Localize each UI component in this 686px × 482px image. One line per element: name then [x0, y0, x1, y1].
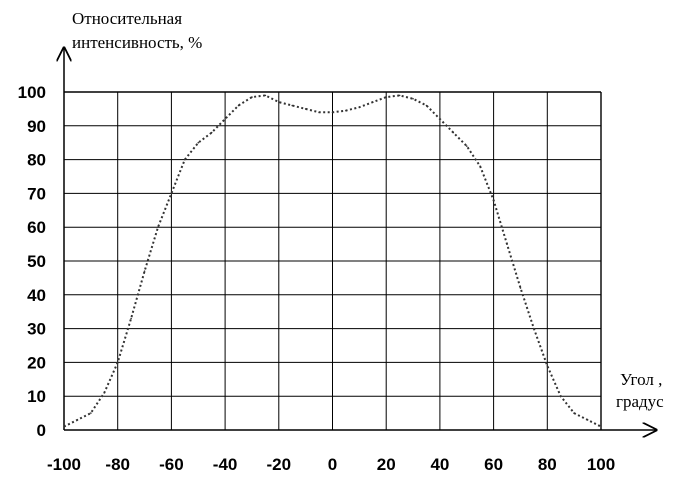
- data-point: [237, 104, 240, 107]
- data-point: [439, 118, 441, 120]
- x-tick-label: 100: [587, 455, 615, 474]
- x-tick-label: 80: [538, 455, 557, 474]
- data-point: [546, 364, 549, 367]
- grid: [63, 91, 602, 431]
- y-tick-label: 60: [27, 218, 46, 237]
- y-tick-label: 30: [27, 320, 46, 339]
- data-point: [465, 145, 468, 147]
- x-tick-label: -60: [159, 455, 184, 474]
- data-point: [76, 419, 79, 421]
- data-point: [519, 287, 522, 289]
- data-point: [492, 199, 495, 201]
- data-point: [586, 419, 589, 421]
- data-point: [345, 109, 347, 112]
- data-point: [358, 106, 361, 109]
- y-axis-label-line1: Относительная: [72, 9, 182, 28]
- x-tick-labels: -100 -80 -60 -40 -20 0 20 40 60 80 100: [47, 455, 615, 474]
- data-point: [210, 131, 213, 134]
- data-point: [103, 392, 106, 394]
- y-tick-label: 20: [27, 353, 46, 372]
- data-point: [170, 192, 173, 195]
- x-axis-label-line1: Угол ,: [620, 370, 662, 389]
- data-points: [63, 94, 602, 428]
- data-point: [573, 412, 575, 414]
- data-point: [157, 226, 159, 228]
- y-tick-label: 90: [27, 117, 46, 136]
- data-point: [331, 111, 334, 114]
- data-point: [251, 96, 253, 98]
- data-point: [398, 94, 401, 97]
- data-point: [425, 104, 428, 107]
- data-point: [184, 158, 186, 161]
- data-point: [278, 101, 280, 103]
- y-tick-label: 0: [37, 421, 46, 440]
- data-point: [600, 425, 602, 428]
- data-point: [143, 270, 146, 272]
- data-point: [559, 395, 562, 398]
- data-point: [479, 165, 481, 168]
- data-point: [224, 118, 226, 120]
- data-point: [452, 131, 455, 134]
- data-point: [371, 101, 374, 103]
- data-point: [304, 108, 307, 110]
- x-tick-label: 60: [484, 455, 503, 474]
- y-axis-label-line2: интенсивность, %: [72, 33, 202, 52]
- x-axis-label-line2: градус: [616, 392, 664, 411]
- x-tick-label: 20: [377, 455, 396, 474]
- y-tick-label: 70: [27, 184, 46, 203]
- y-tick-label: 50: [27, 252, 46, 271]
- data-point: [412, 97, 414, 100]
- data-point: [90, 412, 92, 414]
- data-point: [116, 361, 119, 364]
- data-point: [264, 94, 267, 97]
- data-point: [506, 243, 508, 245]
- x-tick-label: -80: [105, 455, 130, 474]
- data-point: [291, 104, 294, 107]
- x-tick-label: 0: [328, 455, 337, 474]
- data-point: [130, 317, 132, 320]
- data-point: [533, 327, 535, 330]
- y-tick-label: 40: [27, 286, 46, 305]
- y-tick-label: 100: [18, 83, 46, 102]
- x-tick-label: -100: [47, 455, 81, 474]
- data-point: [63, 425, 65, 428]
- y-tick-label: 80: [27, 151, 46, 170]
- data-point: [385, 96, 388, 98]
- x-tick-label: -20: [267, 455, 292, 474]
- x-tick-label: 40: [430, 455, 449, 474]
- x-tick-label: -40: [213, 455, 238, 474]
- data-point: [318, 111, 320, 114]
- y-tick-label: 10: [27, 387, 46, 406]
- y-tick-labels: 0 10 20 30 40 50 60 70 80 90 100: [18, 83, 46, 440]
- data-point: [197, 141, 200, 144]
